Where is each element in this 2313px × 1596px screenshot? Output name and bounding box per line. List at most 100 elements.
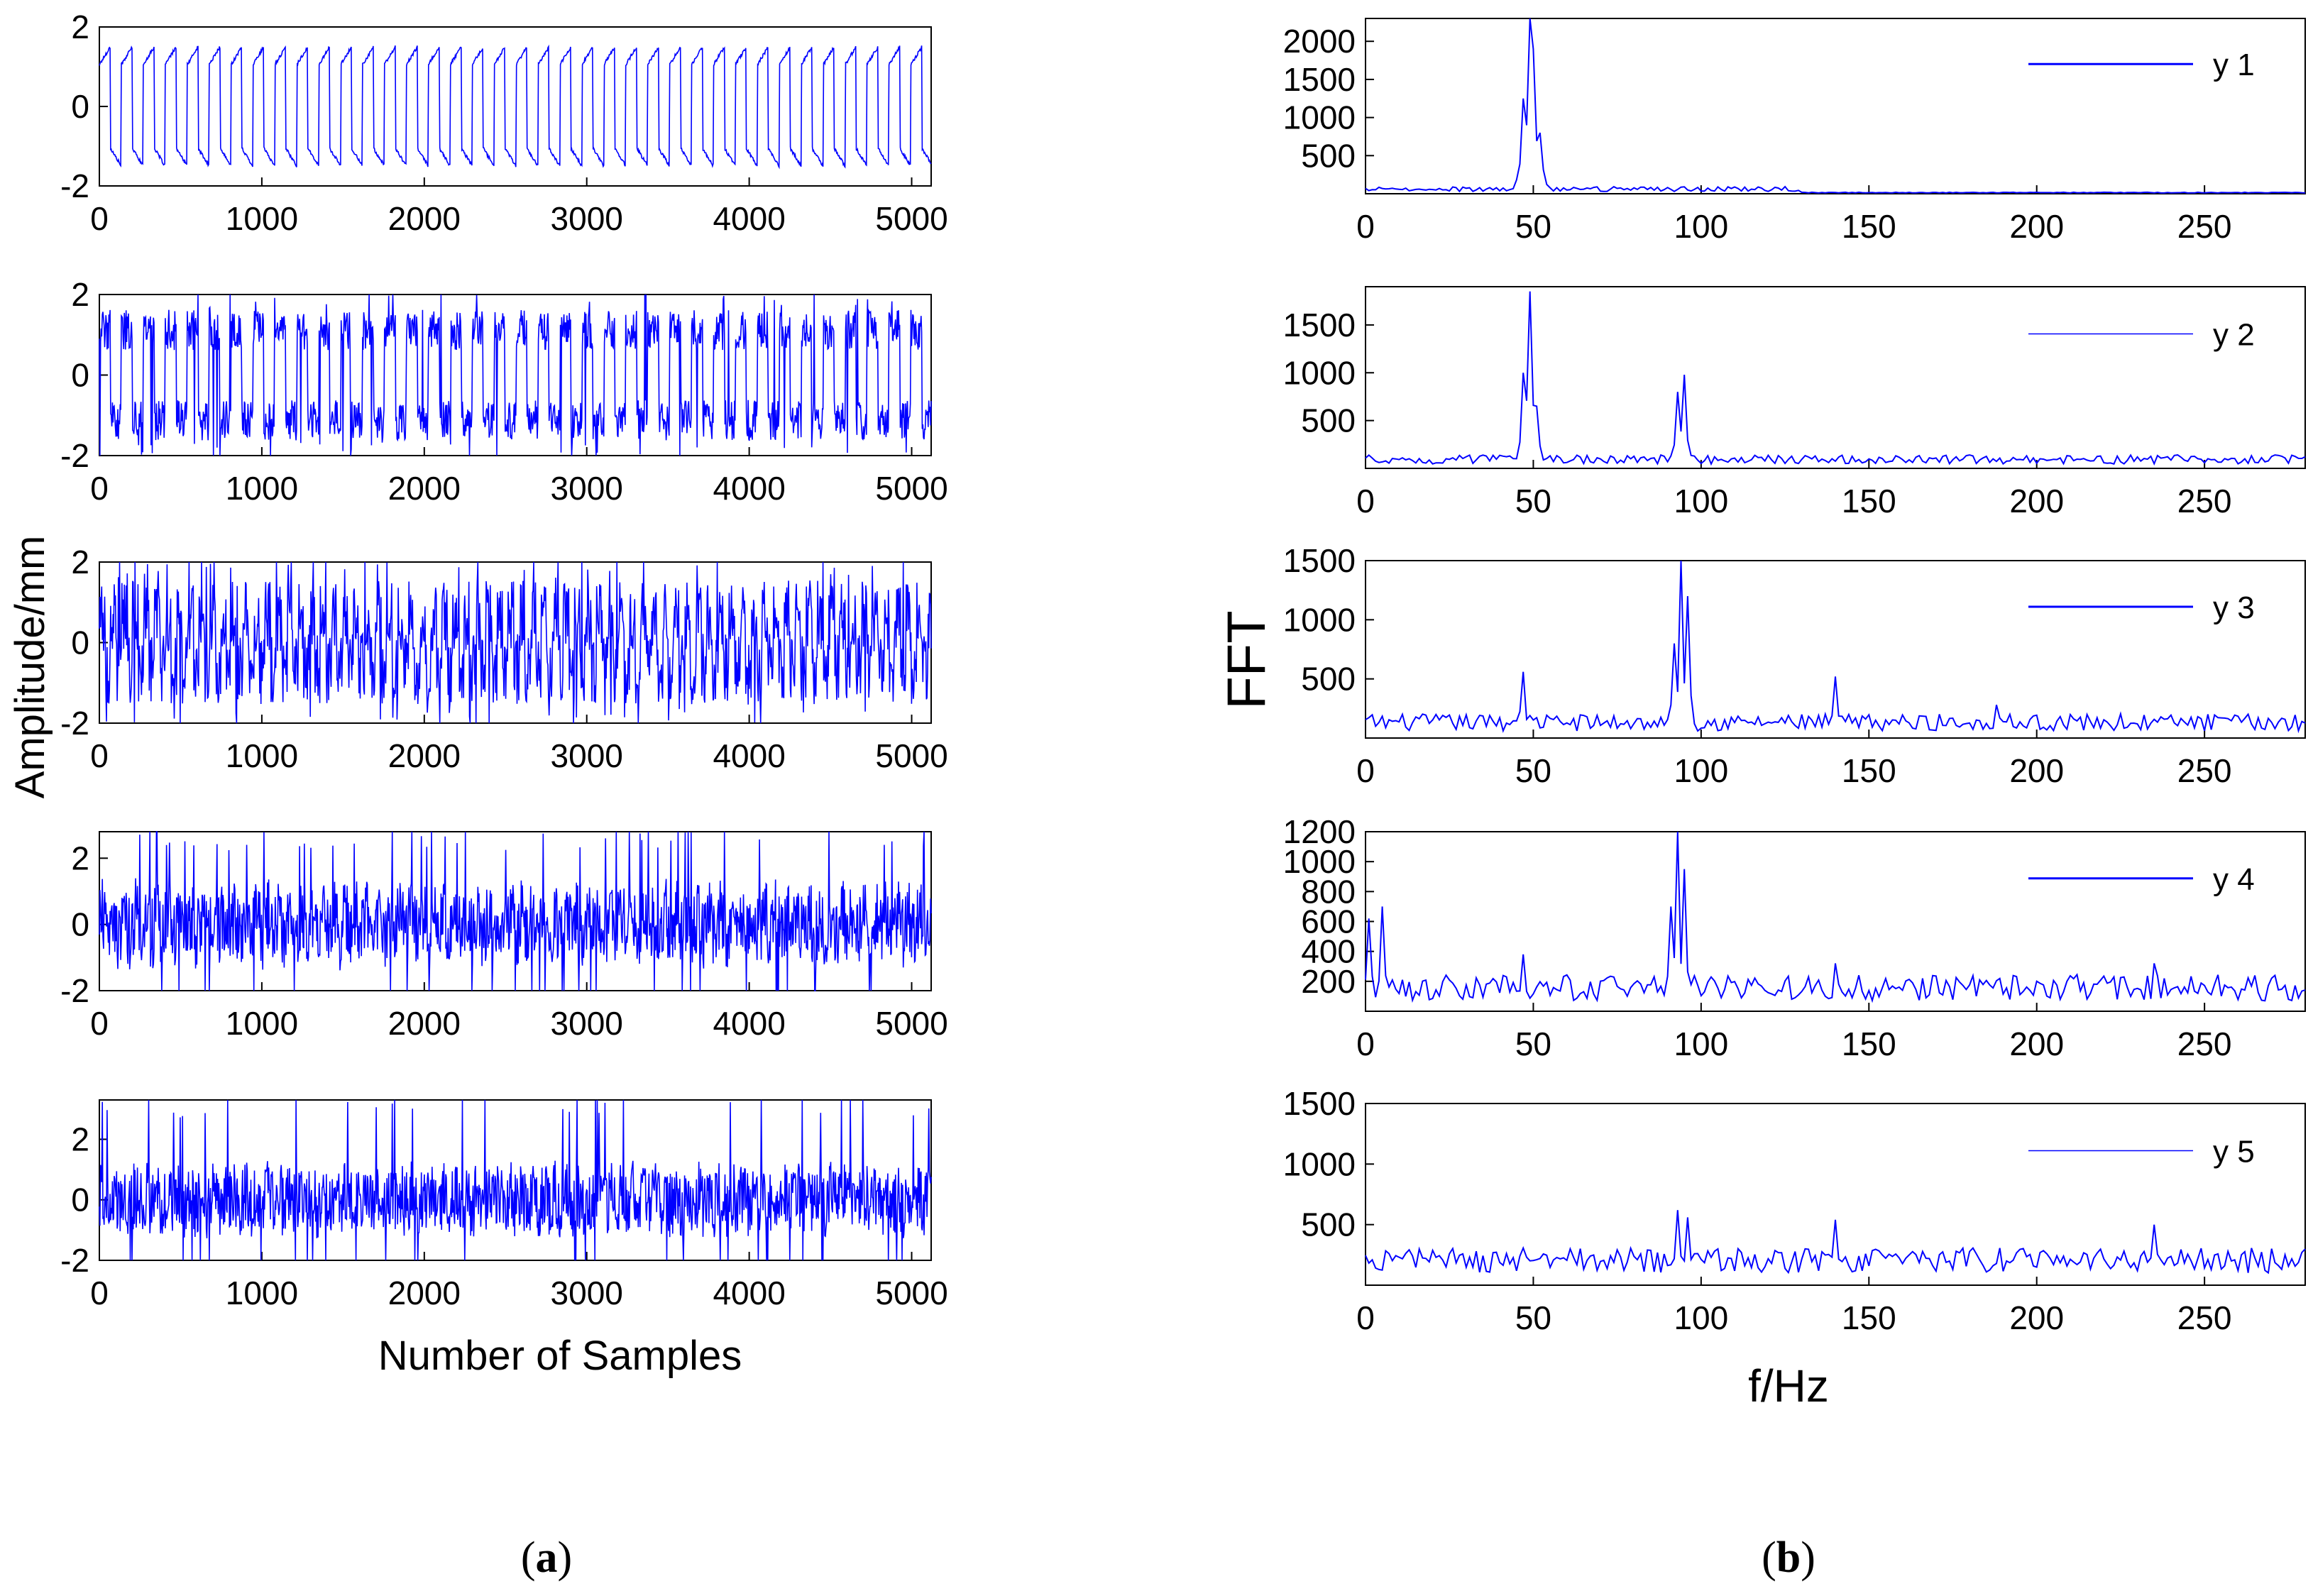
y-tick-label: 2 — [71, 276, 89, 313]
x-tick-label: 1000 — [226, 470, 298, 507]
x-tick-label: 100 — [1674, 483, 1728, 519]
panel-b-axes-1 — [1365, 18, 2306, 194]
x-tick-label: 2000 — [388, 1005, 461, 1042]
legend-label: y 5 — [2213, 1135, 2255, 1170]
y-tick-label: 0 — [71, 624, 89, 661]
x-tick-label: 5000 — [875, 1275, 947, 1311]
x-tick-label: 200 — [2009, 1299, 2064, 1336]
x-tick-label: 250 — [2177, 752, 2232, 789]
series-line — [99, 831, 932, 991]
x-tick-label: 50 — [1515, 752, 1551, 789]
y-tick-label: 2000 — [1283, 23, 1356, 60]
caption-a: (a) — [521, 1534, 572, 1582]
x-tick-label: 5000 — [875, 470, 947, 507]
x-tick-label: 4000 — [713, 737, 785, 774]
y-tick-label: 1200 — [1283, 813, 1356, 850]
x-tick-label: 3000 — [551, 200, 623, 237]
x-tick-label: 150 — [1842, 483, 1896, 519]
y-tick-label: 800 — [1301, 873, 1356, 910]
y-tick-label: 1000 — [1283, 601, 1356, 638]
x-tick-label: 4000 — [713, 200, 785, 237]
spectrum-line — [1365, 1210, 2306, 1275]
x-tick-label: 1000 — [226, 1275, 298, 1311]
x-tick-label: 250 — [2177, 483, 2232, 519]
x-tick-label: 150 — [1842, 208, 1896, 245]
y-tick-label: 200 — [1301, 963, 1356, 1000]
y-tick-label: 1500 — [1283, 542, 1356, 579]
panel-b-axes-3 — [1365, 560, 2306, 739]
y-tick-label: 1500 — [1283, 61, 1356, 98]
x-tick-label: 200 — [2009, 483, 2064, 519]
legend-label: y 3 — [2213, 590, 2255, 625]
spectrum-line — [1365, 18, 2306, 194]
y-tick-label: 1500 — [1283, 1085, 1356, 1122]
x-tick-label: 100 — [1674, 1025, 1728, 1062]
x-tick-label: 100 — [1674, 752, 1728, 789]
y-tick-label: -2 — [60, 705, 89, 742]
panel-b-subplot-5: 500 1000 1500 0 50 100 150 200 250 y 5 — [1283, 1085, 2306, 1336]
panel-b-axes-5 — [1365, 1103, 2306, 1286]
x-tick-label: 150 — [1842, 1299, 1896, 1336]
x-tick-label: 2000 — [388, 200, 461, 237]
x-tick-label: 0 — [90, 737, 109, 774]
x-tick-label: 4000 — [713, 1275, 785, 1311]
legend-label: y 1 — [2213, 48, 2255, 82]
x-tick-label: 150 — [1842, 1025, 1896, 1062]
spectrum-line — [1365, 291, 2306, 466]
y-tick-label: 2 — [71, 840, 89, 876]
y-tick-label: 0 — [71, 357, 89, 394]
panel-b-subplot-2: 500 1000 1500 0 50 100 150 200 250 y 2 — [1283, 286, 2306, 519]
x-tick-label: 50 — [1515, 483, 1551, 519]
x-tick-label: 4000 — [713, 470, 785, 507]
x-tick-label: 1000 — [226, 737, 298, 774]
y-tick-label: -2 — [60, 437, 89, 474]
y-tick-label: -2 — [60, 972, 89, 1009]
x-tick-label: 4000 — [713, 1005, 785, 1042]
x-tick-label: 2000 — [388, 737, 461, 774]
x-tick-label: 2000 — [388, 470, 461, 507]
x-tick-label: 0 — [1356, 208, 1375, 245]
y-tick-label: 0 — [71, 1182, 89, 1218]
x-tick-label: 0 — [90, 1005, 109, 1042]
spectrum-line — [1365, 560, 2306, 734]
y-tick-label: 2 — [71, 9, 89, 45]
x-tick-label: 0 — [90, 470, 109, 507]
y-tick-label: 0 — [71, 906, 89, 943]
series-line — [99, 294, 932, 456]
panel-b-axes-4 — [1365, 831, 2306, 1012]
caption-b: (b) — [1762, 1534, 1815, 1582]
panel-a-x-axis-label: Number of Samples — [378, 1333, 742, 1379]
panel-b-y-axis-label: FFT — [1216, 610, 1277, 709]
y-tick-label: 2 — [71, 544, 89, 580]
x-tick-label: 50 — [1515, 1299, 1551, 1336]
y-tick-label: 1500 — [1283, 307, 1356, 343]
x-tick-label: 1000 — [226, 200, 298, 237]
x-tick-label: 0 — [1356, 483, 1375, 519]
y-tick-label: -2 — [60, 167, 89, 204]
x-tick-label: 200 — [2009, 1025, 2064, 1062]
x-tick-label: 250 — [2177, 1299, 2232, 1336]
legend-label: y 4 — [2213, 862, 2255, 897]
y-tick-label: 500 — [1301, 402, 1356, 439]
x-tick-label: 0 — [1356, 1299, 1375, 1336]
x-tick-label: 5000 — [875, 200, 947, 237]
panel-a-axes-1 — [99, 26, 932, 187]
x-tick-label: 5000 — [875, 1005, 947, 1042]
x-tick-label: 5000 — [875, 737, 947, 774]
series-line — [99, 561, 932, 724]
y-tick-label: 600 — [1301, 903, 1356, 940]
x-tick-label: 0 — [90, 1275, 109, 1311]
y-tick-label: 2 — [71, 1121, 89, 1157]
x-tick-label: 50 — [1515, 1025, 1551, 1062]
panel-b-subplot-3: 500 1000 1500 0 50 100 150 200 250 y 3 — [1283, 542, 2306, 789]
series-line — [99, 44, 932, 170]
x-tick-label: 1000 — [226, 1005, 298, 1042]
